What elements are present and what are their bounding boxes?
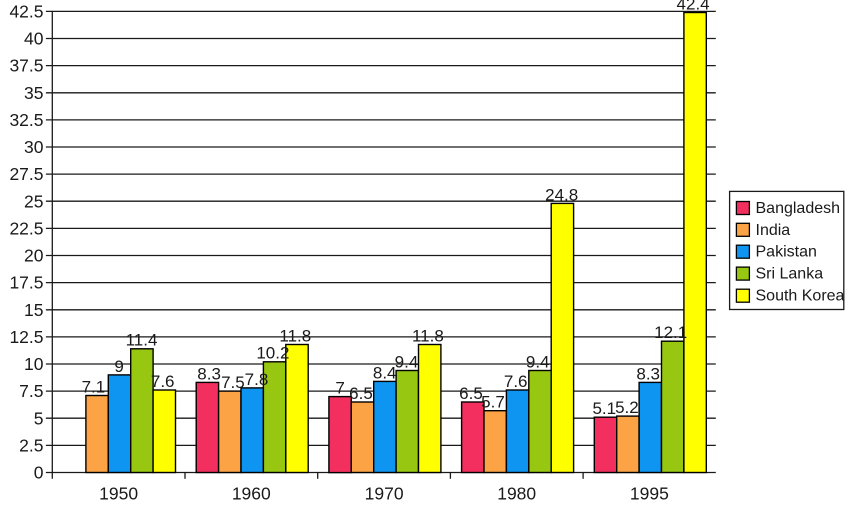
svg-text:11.8: 11.8 (279, 326, 311, 345)
svg-text:11.8: 11.8 (412, 326, 444, 345)
svg-text:7.1: 7.1 (82, 377, 106, 396)
svg-text:11.4: 11.4 (126, 331, 158, 350)
svg-text:7: 7 (335, 378, 344, 397)
svg-text:35: 35 (24, 83, 43, 103)
svg-text:42.4: 42.4 (677, 0, 710, 13)
svg-text:12.1: 12.1 (654, 323, 687, 342)
svg-text:5: 5 (34, 408, 44, 428)
svg-text:Bangladesh: Bangladesh (756, 200, 841, 217)
svg-text:42.5: 42.5 (9, 2, 43, 22)
svg-text:17.5: 17.5 (9, 273, 43, 293)
svg-text:40: 40 (24, 29, 44, 49)
svg-text:22.5: 22.5 (9, 219, 43, 239)
svg-text:2.5: 2.5 (19, 436, 43, 456)
svg-text:7.5: 7.5 (19, 381, 43, 401)
svg-text:20: 20 (24, 246, 44, 266)
svg-text:1970: 1970 (365, 484, 404, 504)
svg-text:5.7: 5.7 (481, 393, 505, 412)
svg-text:7.8: 7.8 (245, 370, 269, 389)
svg-text:9: 9 (114, 357, 123, 376)
svg-text:7.6: 7.6 (504, 372, 528, 391)
svg-text:10: 10 (24, 354, 44, 374)
svg-text:8.4: 8.4 (373, 363, 397, 382)
svg-text:12.5: 12.5 (9, 327, 43, 347)
svg-text:6.5: 6.5 (459, 384, 483, 403)
svg-text:7.6: 7.6 (151, 372, 175, 391)
svg-text:0: 0 (34, 463, 44, 483)
svg-text:37.5: 37.5 (9, 56, 43, 76)
svg-text:1995: 1995 (630, 484, 669, 504)
svg-text:7.5: 7.5 (221, 373, 245, 392)
svg-text:India: India (756, 222, 791, 239)
svg-text:15: 15 (24, 300, 43, 320)
svg-text:5.1: 5.1 (592, 399, 616, 418)
svg-text:1980: 1980 (497, 484, 536, 504)
svg-text:8.3: 8.3 (197, 364, 221, 383)
svg-text:South Korea: South Korea (756, 288, 845, 305)
svg-text:27.5: 27.5 (9, 164, 43, 184)
svg-text:6.5: 6.5 (349, 384, 373, 403)
svg-text:9.4: 9.4 (526, 352, 550, 371)
svg-text:30: 30 (24, 137, 44, 157)
svg-text:5.2: 5.2 (615, 398, 639, 417)
svg-text:9.4: 9.4 (395, 352, 419, 371)
svg-text:25: 25 (24, 191, 43, 211)
svg-text:10.2: 10.2 (256, 344, 289, 363)
svg-text:8.3: 8.3 (636, 364, 660, 383)
svg-text:1960: 1960 (232, 484, 271, 504)
svg-text:32.5: 32.5 (9, 110, 43, 130)
svg-text:Pakistan: Pakistan (756, 244, 817, 261)
svg-text:24.8: 24.8 (545, 185, 578, 204)
svg-text:1950: 1950 (99, 484, 138, 504)
svg-text:Sri Lanka: Sri Lanka (756, 266, 824, 283)
